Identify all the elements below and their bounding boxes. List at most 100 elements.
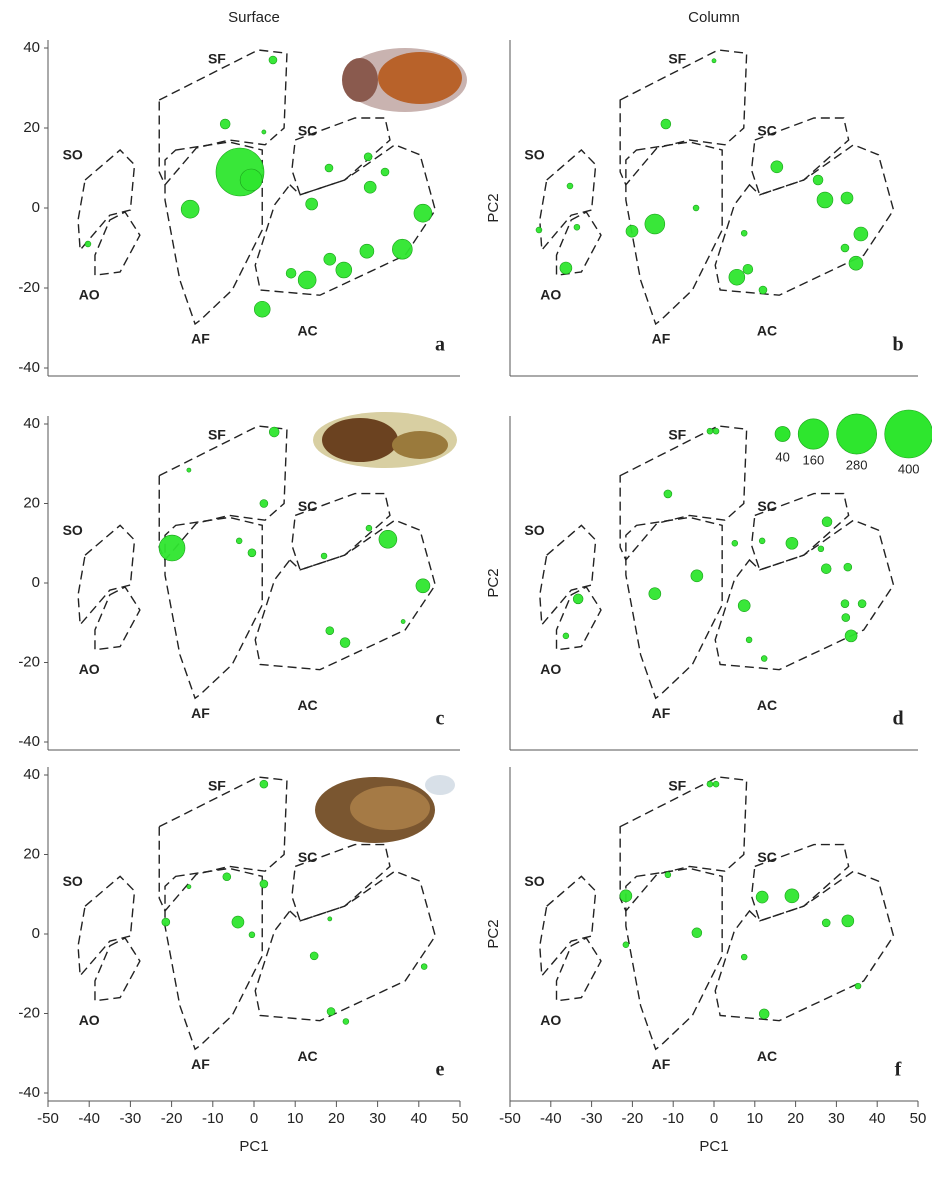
bubble: [821, 564, 831, 574]
bubble: [327, 1008, 335, 1016]
y-axis-label: PC2: [485, 919, 502, 948]
bubble: [842, 614, 850, 622]
bubble: [536, 227, 542, 233]
bubble: [707, 428, 713, 434]
bubble: [845, 630, 857, 642]
bubble: [713, 781, 719, 787]
x-tick-label: 20: [328, 1110, 345, 1127]
x-axis-label: PC1: [699, 1138, 728, 1155]
bubble: [343, 1019, 349, 1025]
region-label: SF: [668, 778, 686, 794]
region-label: SO: [524, 873, 544, 889]
region-label: AC: [297, 1048, 317, 1064]
region-label: AC: [757, 697, 777, 713]
region-label: AO: [540, 661, 561, 677]
x-tick-label: 30: [369, 1110, 386, 1127]
bubble: [414, 204, 432, 222]
region-label: AF: [652, 1056, 671, 1072]
figure: Surface-40-2002040SFSOAOAFSCACaColumnPC2…: [0, 0, 932, 1182]
region-label: AF: [191, 1056, 210, 1072]
panel-letter: f: [895, 1059, 902, 1081]
bubble: [761, 656, 767, 662]
bubble: [286, 268, 296, 278]
bubble: [260, 780, 268, 788]
bubble: [381, 168, 389, 176]
y-tick-label: -20: [18, 1004, 40, 1021]
region-label: AO: [540, 287, 561, 303]
bubble: [563, 633, 569, 639]
bubble: [771, 161, 783, 173]
bubble: [421, 964, 427, 970]
bubble: [324, 253, 336, 265]
region-outline: [95, 212, 140, 275]
bubble: [236, 538, 242, 544]
panel-letter: d: [892, 708, 903, 730]
bubble: [712, 59, 716, 63]
size-legend-bubble: [775, 426, 790, 441]
x-tick-label: 10: [287, 1110, 304, 1127]
y-axis-label: PC2: [485, 568, 502, 597]
y-tick-label: -40: [18, 1084, 40, 1101]
region-label: SF: [208, 51, 226, 67]
region-label: AF: [191, 331, 210, 347]
bubble: [741, 230, 747, 236]
bubble: [249, 932, 255, 938]
region-label: AO: [540, 1012, 561, 1028]
y-tick-label: 20: [23, 494, 40, 511]
size-legend-label: 160: [803, 453, 825, 468]
y-axis-label: PC2: [485, 193, 502, 222]
bubble: [692, 928, 702, 938]
x-tick-label: 0: [710, 1110, 718, 1127]
bubble: [623, 942, 629, 948]
bubble: [567, 183, 573, 189]
x-tick-label: 10: [746, 1110, 763, 1127]
y-tick-label: 0: [32, 925, 40, 942]
x-axis-label: PC1: [239, 1138, 268, 1155]
bubble: [364, 153, 372, 161]
x-tick-label: -20: [161, 1110, 183, 1127]
x-tick-label: 30: [828, 1110, 845, 1127]
bubble: [573, 594, 583, 604]
bubble: [360, 244, 374, 258]
bubble: [664, 490, 672, 498]
bubble: [310, 952, 318, 960]
region-label: AO: [79, 1012, 100, 1028]
panel-letter: c: [436, 708, 445, 730]
x-tick-label: 40: [869, 1110, 886, 1127]
region-outline: [620, 426, 746, 560]
region-label: SO: [524, 522, 544, 538]
bubble: [298, 271, 316, 289]
bubble: [392, 239, 412, 259]
y-tick-label: -40: [18, 359, 40, 376]
bubble: [756, 891, 768, 903]
bubble: [854, 227, 868, 241]
bubble: [759, 1009, 769, 1019]
specimen-photo: [342, 48, 467, 112]
bubble: [741, 954, 747, 960]
region-label: SC: [757, 123, 776, 139]
bubble: [326, 627, 334, 635]
bubble: [187, 885, 191, 889]
bubble: [693, 205, 699, 211]
x-tick-label: 50: [910, 1110, 927, 1127]
region-outline: [626, 142, 722, 324]
panel-letter: a: [435, 334, 445, 356]
bubble: [187, 468, 191, 472]
bubble: [649, 588, 661, 600]
x-tick-label: -40: [540, 1110, 562, 1127]
region-label: AO: [79, 287, 100, 303]
bubble: [626, 225, 638, 237]
bubble: [269, 56, 277, 64]
region-label: SC: [298, 123, 317, 139]
region-outline: [540, 150, 596, 250]
bubble: [306, 198, 318, 210]
specimen-photo: [313, 412, 457, 468]
region-outline: [78, 150, 134, 250]
x-tick-label: 0: [250, 1110, 258, 1127]
region-label: SC: [298, 849, 317, 865]
bubble: [729, 269, 745, 285]
bubble: [162, 918, 170, 926]
size-legend-bubble: [837, 414, 877, 454]
bubble: [786, 537, 798, 549]
region-outline: [626, 517, 722, 698]
